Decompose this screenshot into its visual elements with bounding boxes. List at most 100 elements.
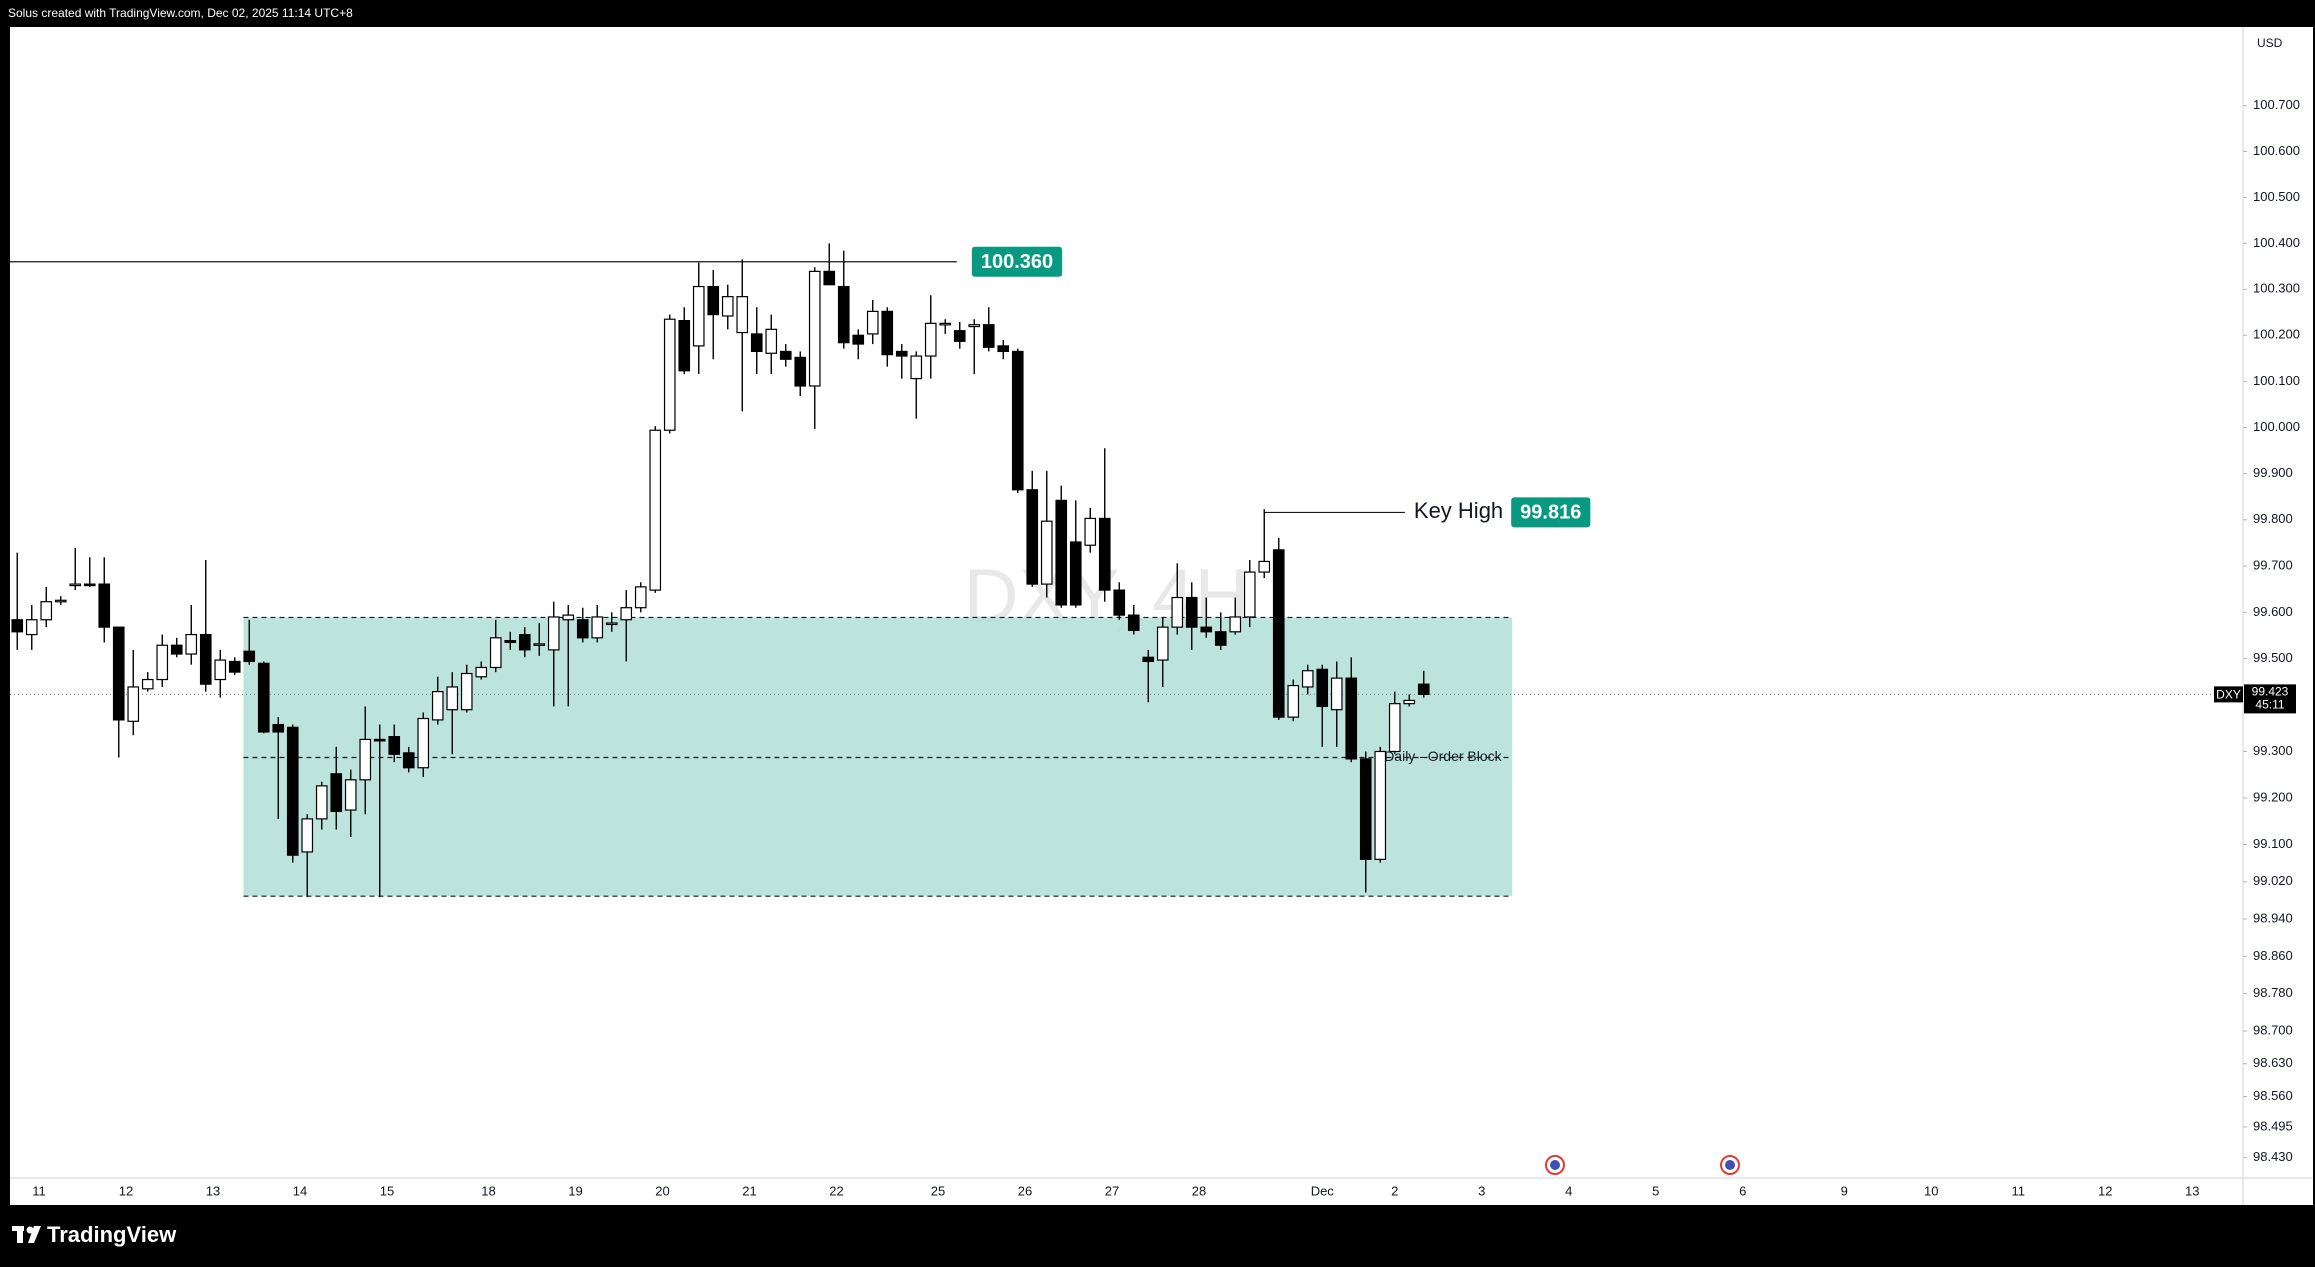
candle-body (1345, 677, 1358, 760)
price-tag-box (2244, 684, 2296, 714)
candle-body (214, 659, 227, 681)
candle-body (1156, 626, 1169, 661)
candle-body (518, 633, 531, 651)
candle-body (141, 678, 154, 690)
x-tick-label: 19 (568, 1183, 582, 1198)
x-tick-label: 20 (655, 1183, 669, 1198)
candle-body (1127, 614, 1140, 632)
candle-body (1417, 683, 1430, 695)
y-tick-label: 98.630 (2253, 1055, 2293, 1070)
candle-body (547, 616, 560, 651)
candle-body (1185, 596, 1198, 628)
candle-body (924, 322, 937, 357)
candle-body (25, 619, 38, 636)
candle-body (1026, 489, 1039, 585)
candle-body (1243, 571, 1256, 618)
x-tick-label: 10 (1924, 1183, 1938, 1198)
y-tick-label: 98.780 (2253, 985, 2293, 1000)
y-tick-label: 98.700 (2253, 1022, 2293, 1037)
candle-body (1301, 670, 1314, 688)
zone-label: Daily - Order Block (1384, 748, 1502, 764)
candle-body (1040, 520, 1053, 585)
event-flag-icon (1725, 1160, 1735, 1170)
candle-body (1359, 758, 1372, 860)
candle-body (895, 350, 908, 357)
event-flags (1545, 1155, 1740, 1175)
x-tick-label: 12 (119, 1183, 133, 1198)
y-tick-label: 99.020 (2253, 873, 2293, 888)
candle-body (808, 270, 821, 387)
candle-body (576, 619, 589, 639)
candle-body (1200, 626, 1213, 633)
candle-body (344, 779, 357, 811)
candle-body (968, 324, 981, 328)
candle-body (1316, 668, 1329, 708)
y-tick-label: 100.000 (2253, 419, 2300, 434)
candle-body (417, 717, 430, 769)
level-badge: 100.360 (971, 246, 1063, 277)
candle-body (156, 644, 169, 681)
candle-body (620, 607, 633, 621)
candle-body (330, 773, 343, 813)
y-tick-label: 98.940 (2253, 910, 2293, 925)
candle-body (228, 660, 241, 673)
candle-body (1403, 699, 1416, 705)
y-tick-label: 99.600 (2253, 604, 2293, 619)
candle-body (953, 330, 966, 342)
header-title: Solus created with TradingView.com, Dec … (8, 6, 353, 20)
x-tick-label: 27 (1105, 1183, 1119, 1198)
candle-body (765, 328, 778, 354)
candle-body (1113, 589, 1126, 616)
y-tick-label: 98.495 (2253, 1118, 2293, 1133)
candle-body (112, 626, 125, 721)
candle-body (1258, 560, 1271, 573)
candle-body (315, 785, 328, 820)
y-tick-label: 99.900 (2253, 465, 2293, 480)
candle-body (533, 643, 546, 646)
x-tick-label: 5 (1652, 1183, 1659, 1198)
candle-body (634, 586, 647, 609)
candle-body (794, 356, 807, 387)
candle-body (1055, 499, 1068, 606)
candle-body (504, 639, 517, 644)
candle-body (779, 350, 792, 360)
candle-body (750, 333, 763, 353)
candle-body (678, 319, 691, 372)
brand-name: TradingView (47, 1222, 177, 1247)
x-tick-label: 15 (380, 1183, 394, 1198)
y-tick-label: 98.430 (2253, 1149, 2293, 1164)
candle-body (605, 622, 618, 626)
x-tick-label: 26 (1018, 1183, 1032, 1198)
x-tick-label: 18 (481, 1183, 495, 1198)
logo-shape (28, 1226, 41, 1243)
event-flag-icon (1550, 1160, 1560, 1170)
x-tick-label: 3 (1478, 1183, 1485, 1198)
y-tick-label: 99.800 (2253, 511, 2293, 526)
level-badge-box (1511, 497, 1591, 528)
x-tick-label: 14 (293, 1183, 307, 1198)
candle-body (185, 633, 198, 655)
x-tick-label: 21 (742, 1183, 756, 1198)
symbol-tag: DXY (2216, 688, 2241, 702)
y-tick-label: 99.100 (2253, 836, 2293, 851)
level-name: Key High (1414, 498, 1503, 523)
currency-label: USD (2257, 36, 2283, 50)
candle-body (431, 690, 444, 721)
level-value: 99.816 (1520, 502, 1581, 524)
candle-body (736, 296, 749, 334)
candle-body (127, 686, 140, 722)
y-tick-label: 100.300 (2253, 281, 2300, 296)
logo-shape (26, 1226, 34, 1234)
y-tick-label: 100.700 (2253, 97, 2300, 112)
candle-body (1011, 350, 1024, 491)
y-tick-label: 99.500 (2253, 650, 2293, 665)
candle-body (359, 738, 372, 781)
candle-body (663, 318, 676, 431)
candle-body (982, 324, 995, 348)
brand-logo: TradingView (12, 1222, 177, 1247)
y-tick-label: 100.500 (2253, 189, 2300, 204)
candle-body (402, 752, 415, 769)
x-tick-label: 2 (1391, 1183, 1398, 1198)
candle-body (257, 662, 270, 733)
